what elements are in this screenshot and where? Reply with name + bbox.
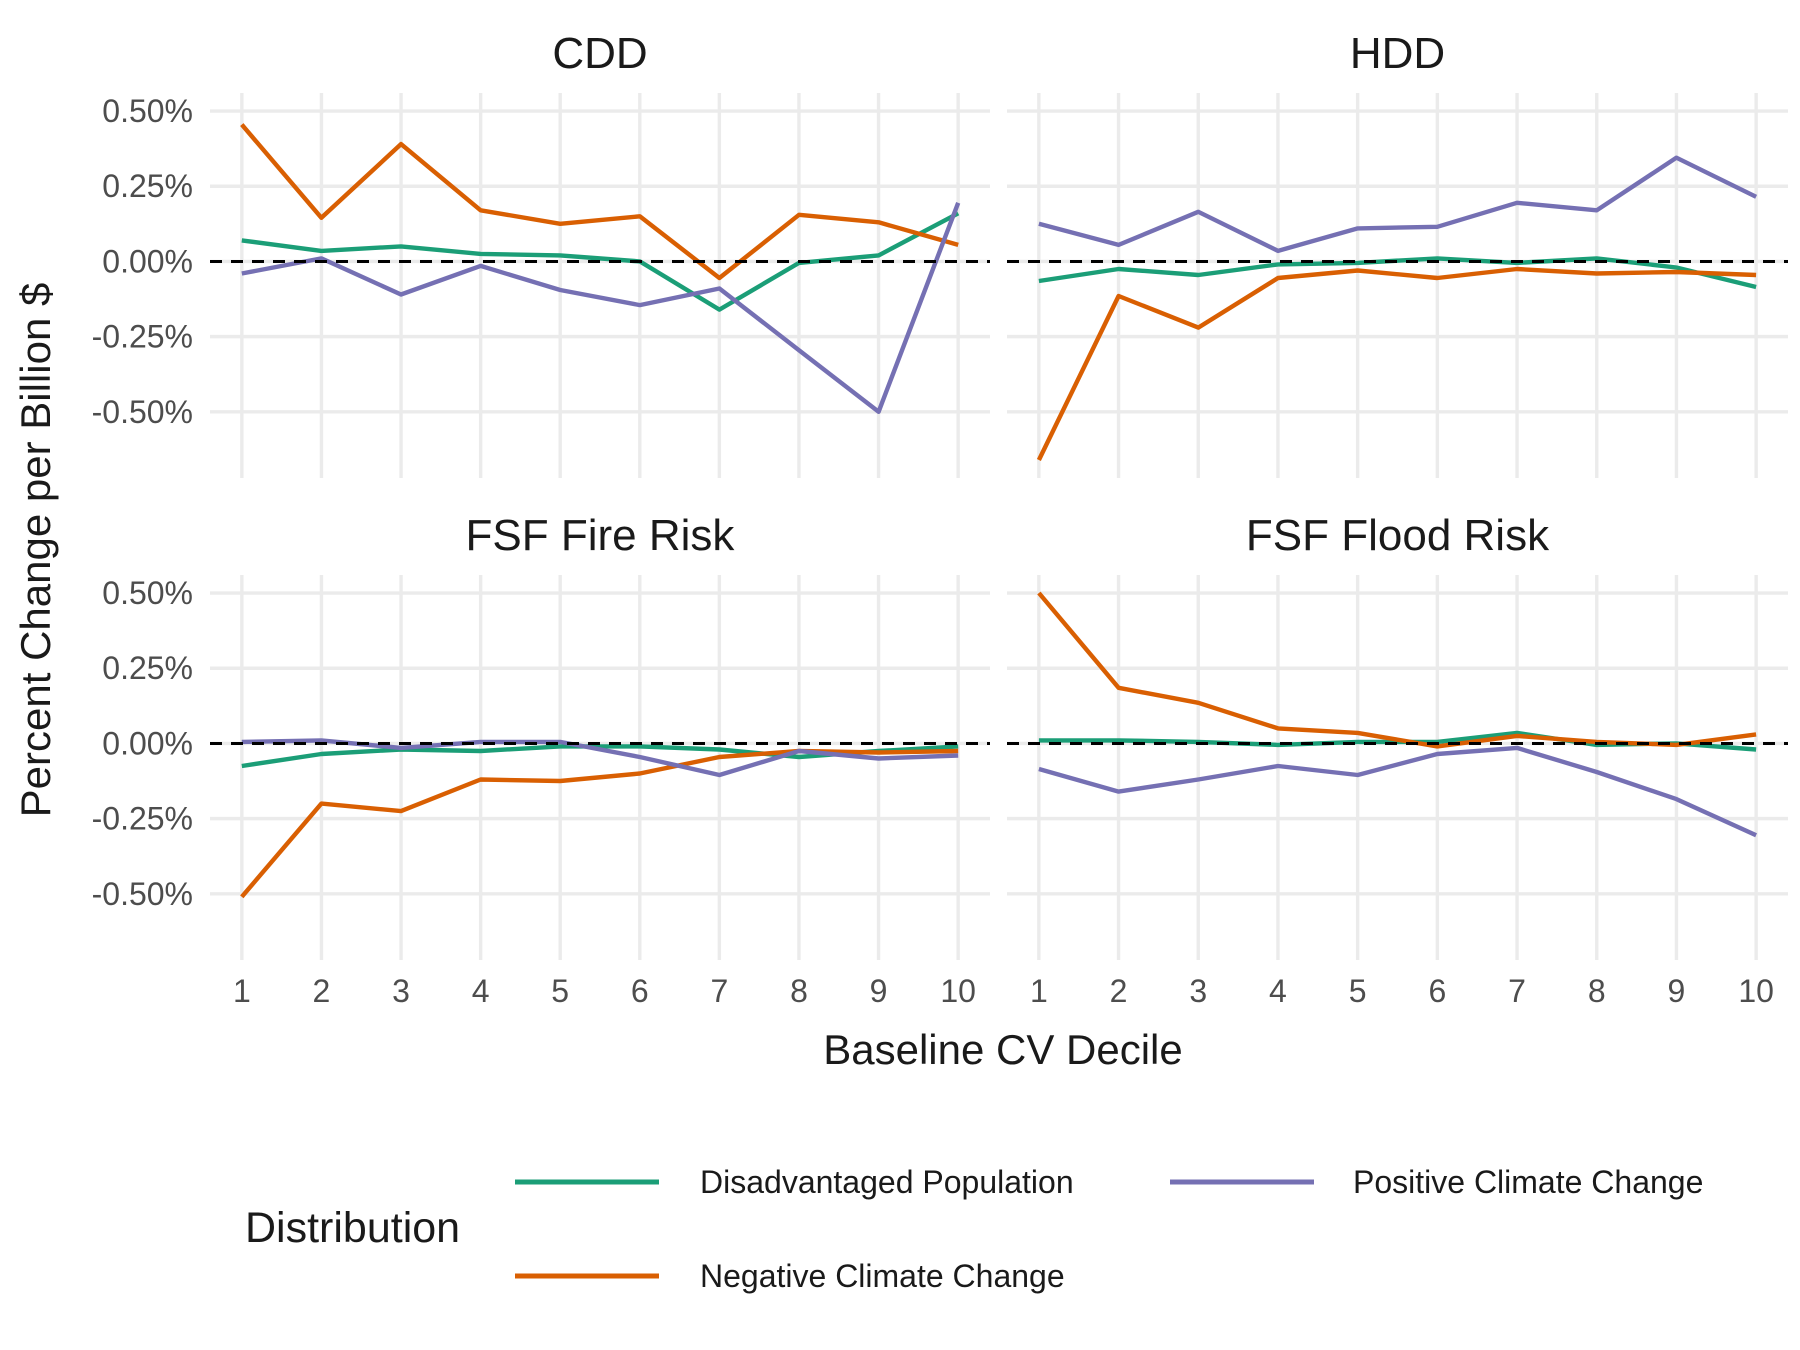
series-line-positive [1038,155,1758,254]
legend-label-disadvantaged: Disadvantaged Population [700,1164,1074,1200]
x-tick-label: 10 [940,973,976,1009]
y-tick-label: -0.50% [92,394,193,430]
x-tick-label: 1 [233,973,251,1009]
panels-layer: CDD 0.50% 0.25% 0.00% -0.25% -0.50% HDD FSF Fir… [92,29,1788,1009]
y-tick-label: -0.50% [92,876,193,912]
y-tick-label: -0.25% [92,801,193,837]
panel-title-fsf-fire-risk: FSF Fire Risk [466,511,736,560]
x-tick-label: 6 [1428,973,1446,1009]
x-tick-label: 5 [551,973,569,1009]
x-axis-title: Baseline CV Decile [823,1026,1183,1073]
x-tick-label: 3 [392,973,410,1009]
legend-entry-disadvantaged: Disadvantaged Population [515,1164,1074,1200]
series-line-positive [241,202,961,414]
series-line-negative [1037,591,1757,749]
series-line-disadvantaged [241,211,960,312]
legend-title: Distribution [245,1204,460,1252]
y-tick-label: 0.50% [102,93,193,129]
legend-entries: Disadvantaged Population Negative Climate… [515,1164,1703,1294]
x-tick-label: 7 [1508,973,1526,1009]
legend: Distribution Disadvantaged Population Neg… [245,1164,1703,1294]
x-tick-label: 2 [313,973,331,1009]
legend-entry-positive: Positive Climate Change [1170,1164,1703,1200]
legend-label-positive: Positive Climate Change [1353,1164,1703,1200]
x-tick-label: 4 [472,973,490,1009]
y-tick-label: -0.25% [92,319,193,355]
panel-title-fsf-flood-risk: FSF Flood Risk [1246,511,1550,560]
x-tick-label: 8 [1588,973,1606,1009]
panel-cdd: CDD 0.50% 0.25% 0.00% -0.25% -0.50% [92,29,990,478]
x-tick-label: 9 [1668,973,1686,1009]
gridlines-fsf-fire-risk [210,575,990,960]
y-tick-label: 0.00% [102,243,193,279]
gridlines-hdd [1007,93,1788,478]
panel-fsf-flood-risk: FSF Flood Risk 1 2 3 4 5 6 7 8 9 10 [1007,511,1788,1009]
y-tick-label: 0.25% [102,168,193,204]
series-line-positive [1038,745,1758,838]
panel-hdd: HDD [1007,29,1788,478]
series-line-negative [240,748,959,899]
x-tick-label: 10 [1738,973,1774,1009]
x-tick-label: 2 [1110,973,1128,1009]
panel-fsf-fire-risk: FSF Fire Risk 0.50% 0.25% 0.00% -0.25% -0.50%… [92,511,990,1009]
y-tick-label: 0.00% [102,725,193,761]
y-axis-title: Percent Change per Billion $ [12,283,59,818]
x-tick-label: 6 [631,973,649,1009]
series-line-negative [240,123,959,281]
x-tick-label: 4 [1269,973,1287,1009]
gridlines-fsf-flood-risk [1007,575,1788,960]
x-tick-label: 7 [710,973,728,1009]
y-tick-label: 0.25% [102,650,193,686]
gridlines-cdd [210,93,990,478]
x-tick-label: 9 [870,973,888,1009]
x-tick-label: 5 [1349,973,1367,1009]
series-line-disadvantaged [1038,256,1757,290]
legend-label-negative: Negative Climate Change [700,1258,1065,1294]
panel-title-cdd: CDD [552,29,647,78]
series-line-negative [1036,266,1757,461]
x-tick-label: 1 [1030,973,1048,1009]
panel-title-hdd: HDD [1350,29,1445,78]
x-tick-label: 8 [790,973,808,1009]
x-tick-label: 3 [1189,973,1207,1009]
y-tick-label: 0.50% [102,575,193,611]
legend-entry-negative: Negative Climate Change [515,1258,1065,1294]
